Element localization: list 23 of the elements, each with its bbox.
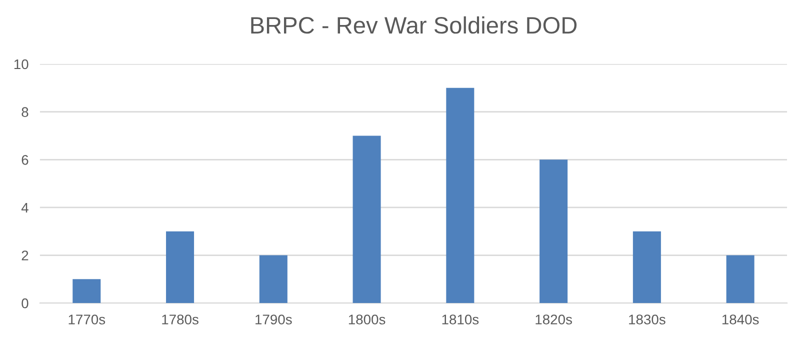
x-tick-label: 1830s <box>629 314 666 324</box>
x-tick-label: 1780s <box>162 314 198 324</box>
bar <box>166 231 194 304</box>
bar <box>632 231 661 304</box>
y-tick-label: 2 <box>22 250 28 260</box>
y-tick-label: 4 <box>21 202 28 212</box>
y-tick-label: 8 <box>22 107 28 117</box>
x-tick-label: 1790s <box>256 314 292 324</box>
chart-title: BRPC - Rev War Soldiers DOD <box>251 16 577 34</box>
bar <box>446 88 474 304</box>
y-tick-label: 6 <box>22 154 28 165</box>
x-tick-label: 1770s <box>68 314 106 324</box>
x-tick-label: 1820s <box>536 314 572 324</box>
bar <box>540 160 568 304</box>
x-tick-label: 1840s <box>722 314 759 324</box>
y-tick-label: 0 <box>22 298 28 308</box>
y-tick-label: 10 <box>14 59 28 70</box>
bar <box>259 255 288 304</box>
x-tick-label: 1810s <box>442 314 479 324</box>
x-tick-label: 1800s <box>348 314 386 324</box>
bar <box>72 279 101 304</box>
bar <box>726 255 754 304</box>
bar <box>352 136 381 304</box>
